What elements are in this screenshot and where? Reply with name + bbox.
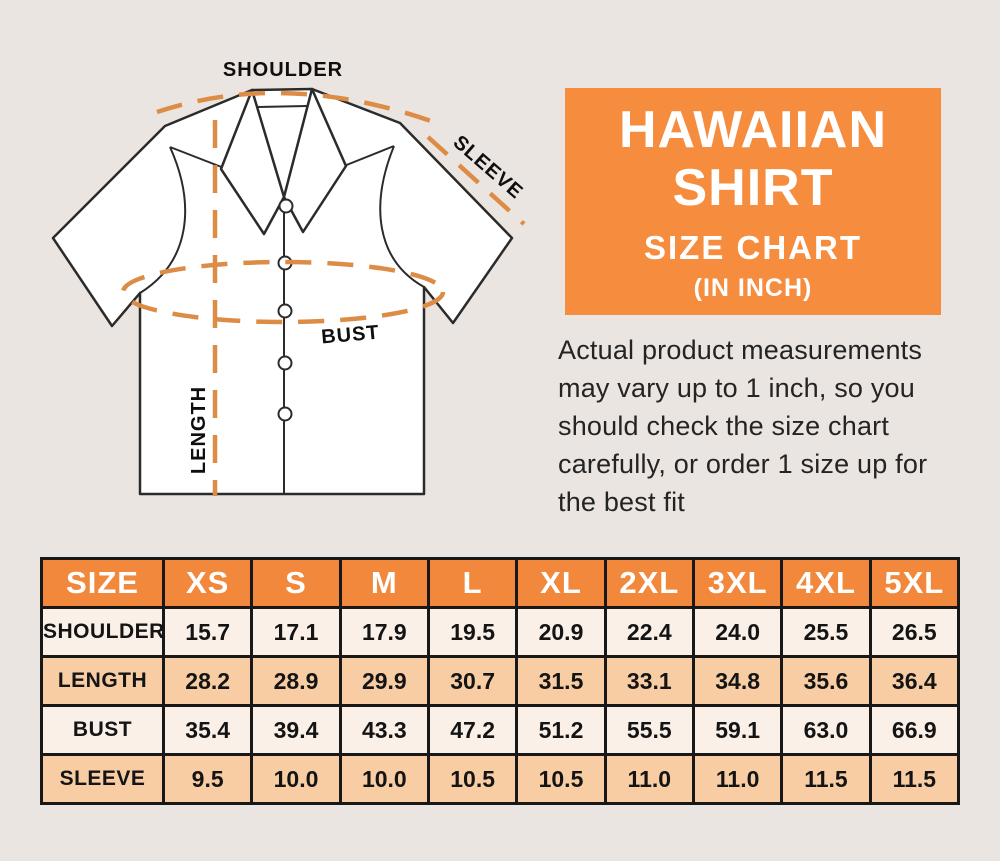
table-row-length: LENGTH 28.2 28.9 29.9 30.7 31.5 33.1 34.… [40,655,961,707]
size-cell: 11.0 [691,753,784,805]
bust-label: BUST [320,322,380,349]
size-cell: 47.2 [426,704,519,756]
row-label: BUST [40,704,165,756]
size-cell: 26.5 [868,606,961,658]
size-cell: 28.9 [250,655,342,707]
size-cell: 11.5 [780,753,872,805]
table-header-row: SIZE XS S M L XL 2XL 3XL 4XL 5XL [40,557,961,609]
shirt-collar-right-wing [282,87,348,234]
col-header: 5XL [868,557,961,609]
size-cell: 43.3 [338,704,430,756]
size-cell: 55.5 [603,704,695,756]
note-line: carefully, or order 1 size up for [558,449,928,479]
shirt-yoke-right [343,145,395,167]
length-label: LENGTH [188,386,210,474]
col-header: L [426,557,519,609]
title-subtitle: SIZE CHART [644,228,862,266]
row-label: SLEEVE [40,753,165,805]
col-header-size: SIZE [40,557,165,609]
size-cell: 34.8 [691,655,784,707]
size-cell: 28.2 [161,655,254,707]
row-label: LENGTH [40,655,165,707]
size-cell: 51.2 [515,704,607,756]
title-box: HAWAIIAN SHIRT SIZE CHART (IN INCH) [565,88,941,315]
note-line: may vary up to 1 inch, so you [558,373,915,403]
col-header: S [250,557,342,609]
size-cell: 35.6 [780,655,872,707]
col-header: XL [515,557,607,609]
size-cell: 17.9 [338,606,430,658]
shirt-button [277,303,293,319]
shirt-button [277,355,293,371]
size-cell: 59.1 [691,704,784,756]
note-line: the best fit [558,487,685,517]
size-cell: 19.5 [426,606,519,658]
col-header: 2XL [603,557,695,609]
sleeve-measure-line [426,135,526,226]
shirt-body [51,87,514,496]
col-header: 4XL [780,557,872,609]
size-cell: 33.1 [603,655,695,707]
row-label: SHOULDER [40,606,165,658]
table-row-bust: BUST 35.4 39.4 43.3 47.2 51.2 55.5 59.1 … [40,704,961,756]
shirt-collar-left-wing [219,88,286,236]
size-cell: 10.5 [426,753,519,805]
shoulder-measure-line [156,90,432,124]
table-row-sleeve: SLEEVE 9.5 10.0 10.0 10.5 10.5 11.0 11.0… [40,753,961,805]
shirt-armhole-left [139,146,187,294]
size-cell: 10.5 [515,753,607,805]
col-header: M [338,557,430,609]
size-cell: 22.4 [603,606,695,658]
size-cell: 9.5 [161,753,254,805]
size-cell: 10.0 [338,753,430,805]
size-cell: 20.9 [515,606,607,658]
size-cell: 35.4 [161,704,254,756]
col-header: XS [161,557,254,609]
size-cell: 25.5 [780,606,872,658]
shirt-armhole-right [379,145,425,288]
size-cell: 30.7 [426,655,519,707]
title-unit: (IN INCH) [693,273,813,302]
title-line-1: HAWAIIAN [619,100,887,159]
shoulder-label: SHOULDER [223,59,343,81]
size-cell: 36.4 [868,655,961,707]
measurement-note: Actual product measurements may vary up … [558,331,978,521]
size-cell: 31.5 [515,655,607,707]
size-cell: 17.1 [250,606,342,658]
shirt-button [277,406,293,422]
table-row-shoulder: SHOULDER 15.7 17.1 17.9 19.5 20.9 22.4 2… [40,606,961,658]
size-cell: 24.0 [691,606,784,658]
size-cell: 66.9 [868,704,961,756]
note-line: Actual product measurements [558,335,923,365]
size-cell: 29.9 [338,655,430,707]
shirt-measurement-diagram: SHOULDER SLEEVE BUST LENGTH [51,59,527,496]
size-cell: 11.0 [603,753,695,805]
title-line-2: SHIRT [672,158,834,217]
size-cell: 39.4 [250,704,342,756]
size-cell: 11.5 [868,753,961,805]
size-chart-table: SIZE XS S M L XL 2XL 3XL 4XL 5XL SHOULDE… [40,557,961,805]
shirt-button [278,198,294,214]
shirt-collar-band [257,105,308,108]
shirt-outline-drawing [51,87,514,496]
note-line: should check the size chart [558,411,890,441]
size-cell: 10.0 [250,753,342,805]
col-header: 3XL [691,557,784,609]
shirt-yoke-left [169,146,225,169]
bust-measure-ellipse [120,259,446,325]
size-cell: 63.0 [780,704,872,756]
size-cell: 15.7 [161,606,254,658]
